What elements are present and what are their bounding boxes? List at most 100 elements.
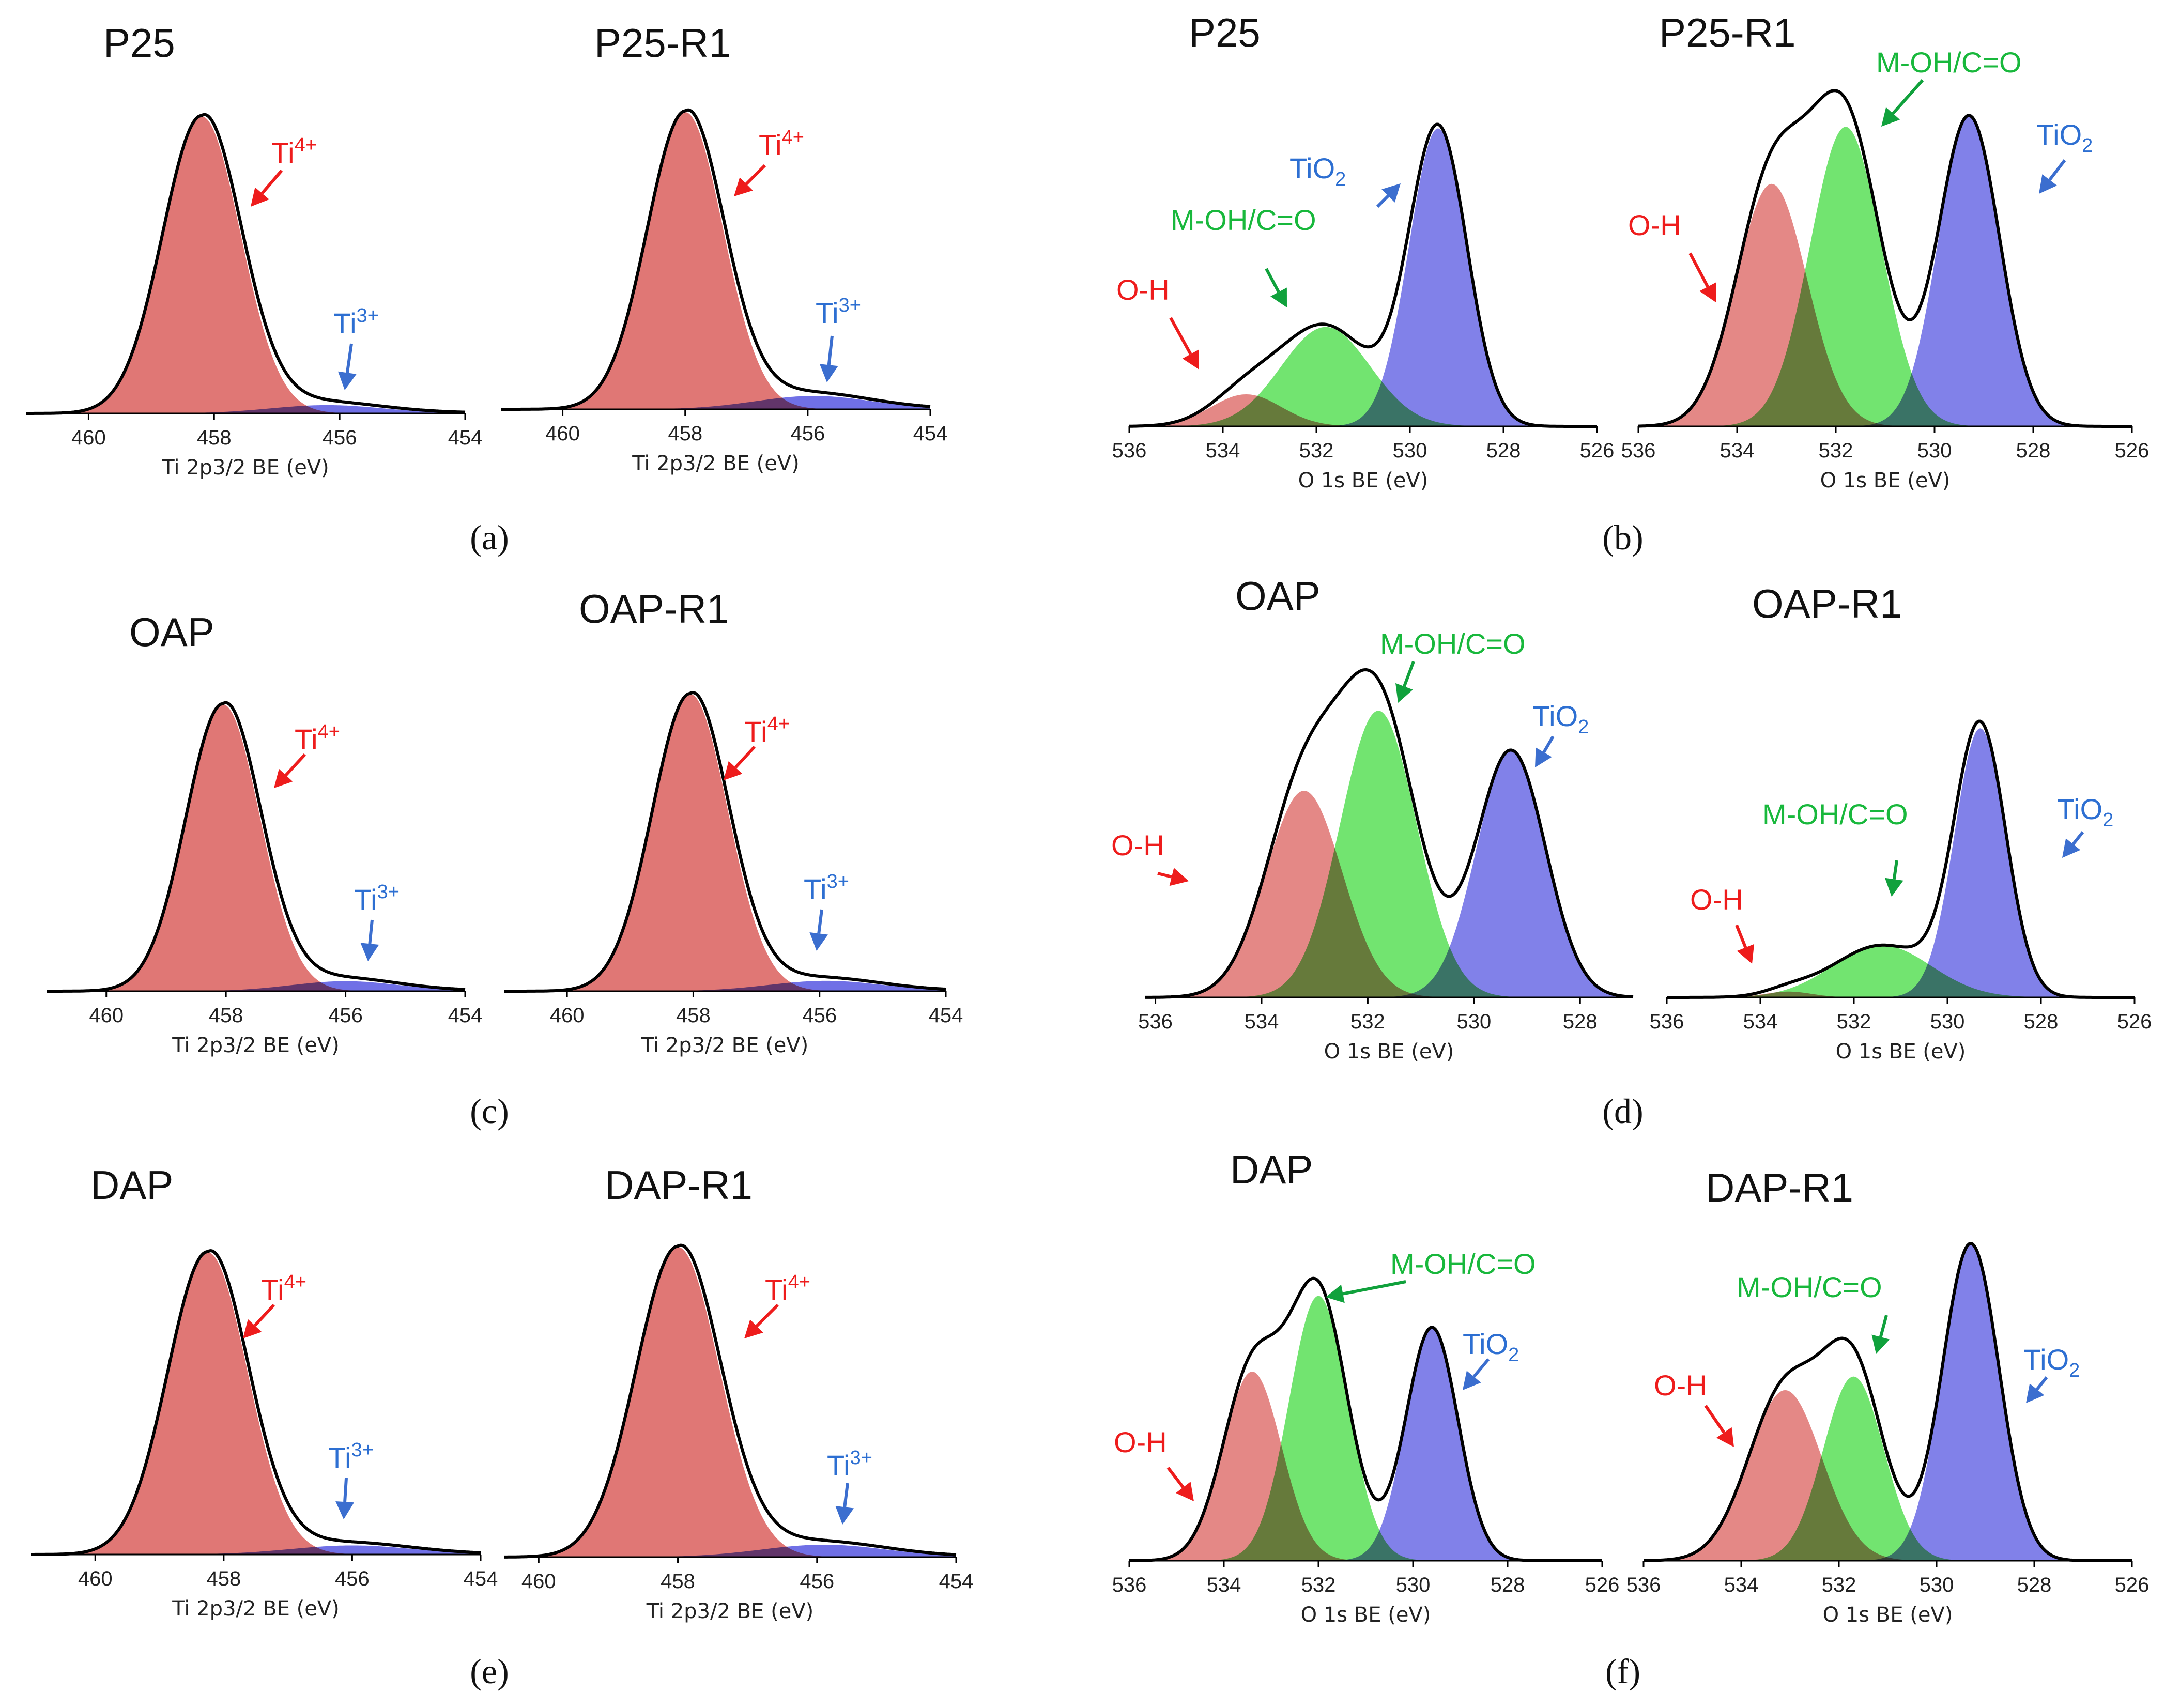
oh-label: O-H (1690, 883, 1743, 916)
moh-label: M-OH/C=O (1390, 1248, 1536, 1280)
oh-label: O-H (1628, 209, 1681, 241)
chart-a-left: 460 458 456 454 Ti 2p3/2 BE (eV) P25 Ti4+ Ti3+ (26, 20, 482, 480)
x-axis-label: Ti 2p3/2 BE (eV) (632, 452, 800, 475)
ti3-arrow-head (335, 1501, 355, 1519)
tick-label-526: 526 (2115, 1574, 2150, 1596)
tick-label-536: 536 (1650, 1010, 1684, 1033)
ti4-arrow-shaft (755, 1303, 779, 1328)
ti3-arrow-shaft (368, 919, 374, 944)
tick-label-460: 460 (78, 1567, 113, 1590)
peak-ti3- (47, 981, 465, 991)
chart-title: OAP-R1 (1752, 581, 1902, 626)
ti4-label: Ti4+ (744, 713, 790, 748)
tick-label-534: 534 (1207, 1574, 1241, 1596)
peak-m-oh-c-o (1644, 1376, 2132, 1561)
envelope-line (504, 691, 946, 993)
peak-ti3- (26, 405, 465, 413)
x-axis-label: Ti 2p3/2 BE (eV) (172, 1034, 340, 1057)
peak-ti4- (501, 112, 930, 410)
tick-label-532: 532 (1822, 1574, 1856, 1596)
ti3-label: Ti3+ (816, 295, 861, 329)
ti4-label: Ti4+ (261, 1271, 306, 1306)
ti3-arrow-head (338, 371, 357, 390)
tick-label-528: 528 (1491, 1574, 1525, 1596)
tio2-arrow-shaft (1542, 735, 1555, 753)
tio2-arrow-head (2039, 174, 2057, 194)
peak-m-oh-c-o (1667, 945, 2135, 997)
moh-arrow-shaft (1265, 268, 1280, 293)
oh-arrow-shaft (1735, 924, 1747, 948)
ti3-label: Ti3+ (354, 881, 400, 916)
peak-tio2 (1644, 1243, 2132, 1561)
tick-label-532: 532 (1299, 439, 1334, 462)
ti4-arrow-shaft (745, 164, 766, 186)
tick-label-458: 458 (206, 1567, 241, 1590)
tick-label-528: 528 (2017, 1574, 2052, 1596)
oh-arrow-head (1699, 282, 1716, 302)
ti4-arrow-head (274, 768, 293, 788)
panel-label-c: (c) (470, 1091, 509, 1131)
moh-label: M-OH/C=O (1171, 204, 1316, 236)
envelope-line (1145, 668, 1634, 999)
tick-label-454: 454 (448, 426, 483, 449)
x-axis-label: O 1s BE (eV) (1298, 469, 1429, 493)
chart-title: P25 (103, 20, 175, 66)
moh-label: M-OH/C=O (1762, 798, 1908, 830)
tio2-arrow-head (1535, 747, 1552, 767)
oh-arrow-head (1176, 1482, 1194, 1501)
ti4-arrow-head (724, 761, 743, 780)
chart-title: DAP-R1 (605, 1162, 753, 1208)
peak-ti4- (31, 1252, 481, 1555)
chart-title: DAP (90, 1162, 173, 1208)
peak-ti4- (26, 116, 465, 413)
chart-title: P25-R1 (1659, 10, 1795, 55)
chart-c-right: 460 458 456 454 Ti 2p3/2 BE (eV) OAP-R1 Ti4+ Ti… (504, 586, 963, 1057)
tick-label-534: 534 (1720, 439, 1755, 462)
chart-title: OAP (1235, 573, 1321, 619)
oh-label: O-H (1114, 1426, 1167, 1458)
envelope-line (26, 113, 466, 415)
envelope-line (504, 1243, 957, 1559)
moh-arrow-shaft (1892, 79, 1924, 115)
tick-label-536: 536 (1112, 1574, 1147, 1596)
tio2-label: TiO2 (2057, 793, 2113, 831)
tick-label-456: 456 (323, 426, 357, 449)
x-axis-label: O 1s BE (eV) (1301, 1603, 1431, 1627)
tick-label-526: 526 (2117, 1010, 2152, 1033)
peak-ti4- (504, 694, 946, 991)
x-axis-label: O 1s BE (eV) (1836, 1040, 1966, 1064)
chart-e-right: 460 458 456 454 Ti 2p3/2 BE (eV) DAP-R1 Ti4+ Ti… (504, 1162, 973, 1623)
tick-label-454: 454 (929, 1004, 963, 1027)
panel-label-f: (f) (1605, 1652, 1640, 1691)
peak-m-oh-c-o (1638, 127, 2132, 426)
tio2-arrow-shaft (2035, 1376, 2048, 1391)
ti4-label: Ti4+ (759, 127, 804, 161)
moh-arrow-head (1326, 1284, 1345, 1303)
tick-label-458: 458 (668, 422, 702, 445)
chart-title: OAP-R1 (579, 586, 729, 632)
ti4-arrow-head (251, 187, 269, 207)
oh-arrow-head (1182, 349, 1199, 370)
x-axis-label: Ti 2p3/2 BE (eV) (646, 1599, 814, 1623)
peak-o-h (1644, 1390, 2132, 1561)
x-axis-label: O 1s BE (eV) (1820, 469, 1951, 493)
envelope-line (1644, 1241, 2132, 1562)
envelope-line (47, 701, 466, 993)
chart-title: OAP (129, 609, 214, 655)
ti3-label: Ti3+ (827, 1447, 872, 1482)
plots-layer: 460 458 456 454 Ti 2p3/2 BE (eV) P25 Ti4+ Ti3+ 4… (26, 10, 2152, 1627)
oh-arrow-shaft (1169, 317, 1192, 355)
peak-tio2 (1667, 728, 2135, 997)
panel-label-b: (b) (1602, 518, 1643, 557)
ti4-label: Ti4+ (295, 721, 340, 756)
tio2-label: TiO2 (1463, 1328, 1519, 1366)
tio2-label: TiO2 (1532, 700, 1589, 738)
tick-label-532: 532 (1819, 439, 1853, 462)
tick-label-534: 534 (1743, 1010, 1778, 1033)
envelope-line (1129, 122, 1597, 428)
envelope-line (1638, 89, 2132, 428)
tick-label-460: 460 (521, 1570, 556, 1593)
oh-arrow-shaft (1704, 1405, 1726, 1434)
tick-label-456: 456 (328, 1004, 363, 1027)
